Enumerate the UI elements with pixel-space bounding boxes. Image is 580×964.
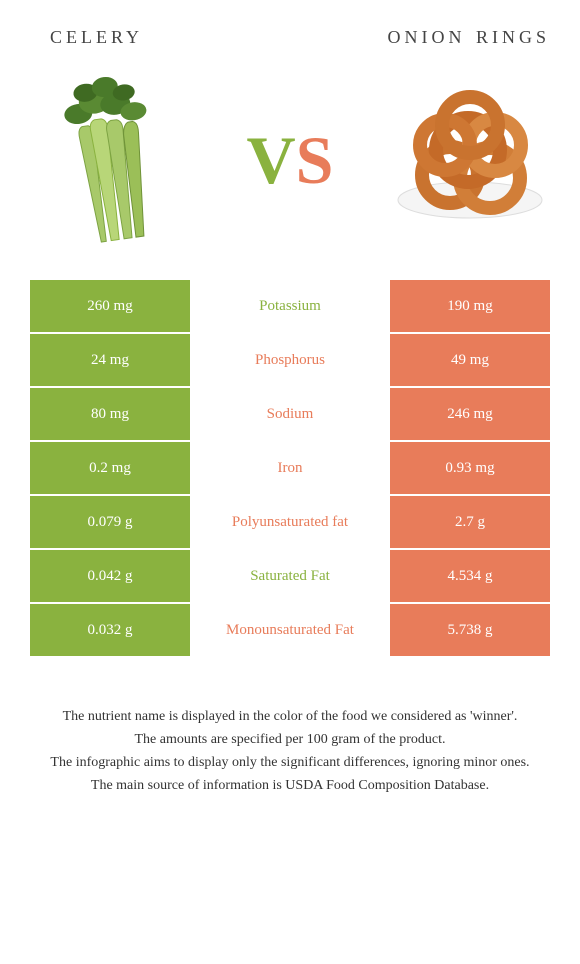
cell-right-value: 246 mg bbox=[390, 388, 550, 440]
cell-right-value: 0.93 mg bbox=[390, 442, 550, 494]
title-left: celery bbox=[30, 20, 300, 50]
onion-rings-image bbox=[390, 80, 550, 240]
cell-left-value: 24 mg bbox=[30, 334, 190, 386]
infographic-container: celery onion rings bbox=[0, 0, 580, 818]
cell-left-value: 0.2 mg bbox=[30, 442, 190, 494]
cell-left-value: 0.032 g bbox=[30, 604, 190, 656]
cell-left-value: 0.042 g bbox=[30, 550, 190, 602]
cell-left-value: 260 mg bbox=[30, 280, 190, 332]
images-row: VS bbox=[30, 70, 550, 250]
table-row: 0.079 g Polyunsaturated fat 2.7 g bbox=[30, 496, 550, 548]
vs-v: V bbox=[247, 122, 296, 198]
nutrient-label: Monounsaturated Fat bbox=[190, 604, 390, 656]
footer-line: The main source of information is USDA F… bbox=[40, 775, 540, 796]
vs-s: S bbox=[296, 122, 334, 198]
nutrient-table: 260 mg Potassium 190 mg 24 mg Phosphorus… bbox=[30, 280, 550, 656]
cell-right-value: 5.738 g bbox=[390, 604, 550, 656]
nutrient-label: Iron bbox=[190, 442, 390, 494]
title-right: onion rings bbox=[300, 20, 550, 50]
table-row: 0.2 mg Iron 0.93 mg bbox=[30, 442, 550, 494]
table-row: 0.032 g Monounsaturated Fat 5.738 g bbox=[30, 604, 550, 656]
nutrient-label: Polyunsaturated fat bbox=[190, 496, 390, 548]
nutrient-label: Phosphorus bbox=[190, 334, 390, 386]
table-row: 24 mg Phosphorus 49 mg bbox=[30, 334, 550, 386]
header-row: celery onion rings bbox=[30, 20, 550, 50]
cell-left-value: 80 mg bbox=[30, 388, 190, 440]
footer-line: The amounts are specified per 100 gram o… bbox=[40, 729, 540, 750]
cell-right-value: 49 mg bbox=[390, 334, 550, 386]
celery-image bbox=[30, 80, 190, 240]
table-row: 0.042 g Saturated Fat 4.534 g bbox=[30, 550, 550, 602]
footer-notes: The nutrient name is displayed in the co… bbox=[30, 706, 550, 796]
nutrient-label: Potassium bbox=[190, 280, 390, 332]
table-row: 80 mg Sodium 246 mg bbox=[30, 388, 550, 440]
footer-line: The infographic aims to display only the… bbox=[40, 752, 540, 773]
cell-left-value: 0.079 g bbox=[30, 496, 190, 548]
table-row: 260 mg Potassium 190 mg bbox=[30, 280, 550, 332]
cell-right-value: 2.7 g bbox=[390, 496, 550, 548]
cell-right-value: 190 mg bbox=[390, 280, 550, 332]
vs-label: VS bbox=[190, 121, 390, 200]
footer-line: The nutrient name is displayed in the co… bbox=[40, 706, 540, 727]
cell-right-value: 4.534 g bbox=[390, 550, 550, 602]
nutrient-label: Sodium bbox=[190, 388, 390, 440]
nutrient-label: Saturated Fat bbox=[190, 550, 390, 602]
